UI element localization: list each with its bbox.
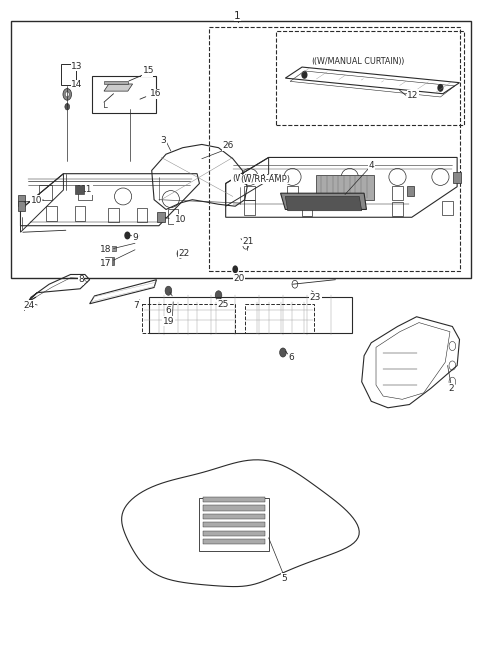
Bar	[168, 210, 179, 224]
Bar	[392, 186, 403, 200]
Text: 21: 21	[242, 237, 254, 246]
Bar	[203, 505, 265, 511]
Circle shape	[438, 85, 443, 91]
Polygon shape	[104, 84, 132, 91]
Circle shape	[165, 286, 172, 295]
Bar	[78, 185, 92, 200]
Text: 2: 2	[449, 384, 454, 392]
Text: 10: 10	[175, 215, 186, 225]
Text: 10: 10	[30, 196, 42, 205]
Bar	[18, 201, 25, 212]
Text: 20: 20	[233, 274, 245, 283]
Text: (W/MANUAL CURTAIN): (W/MANUAL CURTAIN)	[312, 57, 404, 67]
Text: 13: 13	[71, 62, 83, 71]
Bar	[244, 186, 255, 200]
Text: 5: 5	[281, 573, 287, 582]
Bar	[203, 497, 265, 502]
Text: (W/MANUAL CURTAIN): (W/MANUAL CURTAIN)	[314, 57, 402, 67]
Bar	[345, 186, 355, 200]
Text: 8: 8	[78, 275, 84, 284]
Bar	[18, 195, 25, 206]
Text: 24: 24	[24, 300, 35, 310]
Circle shape	[125, 232, 130, 239]
Text: 9: 9	[132, 233, 138, 242]
Text: 11: 11	[81, 185, 92, 195]
Text: 11: 11	[81, 185, 92, 195]
Bar	[92, 76, 156, 113]
Bar	[106, 257, 114, 264]
Text: 1: 1	[234, 10, 241, 21]
Text: 1: 1	[234, 10, 241, 21]
Bar	[392, 202, 403, 216]
Bar	[137, 208, 147, 223]
Text: 3: 3	[161, 136, 167, 145]
Bar	[111, 246, 116, 251]
Polygon shape	[285, 197, 362, 211]
Bar	[244, 200, 255, 215]
Text: 18: 18	[100, 246, 111, 254]
Text: 4: 4	[369, 161, 374, 170]
Bar	[287, 186, 298, 200]
Text: 16: 16	[150, 89, 161, 98]
Bar	[46, 206, 57, 221]
Circle shape	[177, 249, 184, 258]
Text: 6: 6	[288, 353, 294, 362]
Bar	[203, 522, 265, 528]
Text: (W/RR-AMP): (W/RR-AMP)	[232, 174, 282, 183]
Bar	[60, 64, 76, 85]
Circle shape	[63, 89, 72, 100]
Text: 23: 23	[310, 293, 321, 302]
Circle shape	[65, 92, 69, 97]
Text: 9: 9	[133, 232, 139, 241]
Text: 16: 16	[149, 89, 161, 98]
Bar	[157, 212, 165, 223]
Text: 12: 12	[407, 91, 419, 99]
Circle shape	[215, 291, 222, 300]
Bar	[443, 201, 453, 215]
Text: 25: 25	[217, 300, 229, 309]
Circle shape	[232, 265, 238, 273]
Text: 13: 13	[71, 62, 83, 71]
Polygon shape	[104, 81, 128, 84]
Bar	[203, 539, 265, 545]
Text: 14: 14	[71, 80, 83, 89]
Bar	[203, 514, 265, 519]
Text: 10: 10	[31, 195, 43, 204]
Text: 15: 15	[143, 67, 154, 76]
Bar	[209, 27, 459, 271]
Text: 6: 6	[166, 306, 171, 315]
Polygon shape	[281, 193, 366, 210]
Bar	[407, 186, 414, 197]
Bar	[276, 31, 464, 125]
Bar	[301, 202, 312, 216]
Text: 17: 17	[100, 259, 111, 268]
Text: 7: 7	[133, 300, 139, 310]
Bar	[11, 21, 471, 278]
Text: 15: 15	[141, 67, 153, 76]
Circle shape	[280, 348, 286, 357]
Text: 10: 10	[175, 215, 186, 224]
Text: (W/RR-AMP): (W/RR-AMP)	[240, 175, 290, 184]
Text: 26: 26	[222, 141, 234, 150]
Bar	[199, 498, 269, 551]
Bar	[453, 172, 461, 183]
Bar	[316, 175, 373, 200]
Circle shape	[65, 103, 70, 110]
Text: 19: 19	[163, 317, 174, 326]
Bar	[39, 185, 52, 200]
Text: 12: 12	[407, 91, 419, 99]
Bar	[108, 208, 119, 222]
Bar	[75, 185, 84, 194]
Circle shape	[302, 72, 307, 78]
Text: 22: 22	[178, 249, 189, 257]
Text: 14: 14	[71, 80, 83, 89]
Bar	[203, 531, 265, 536]
Bar	[75, 206, 85, 221]
